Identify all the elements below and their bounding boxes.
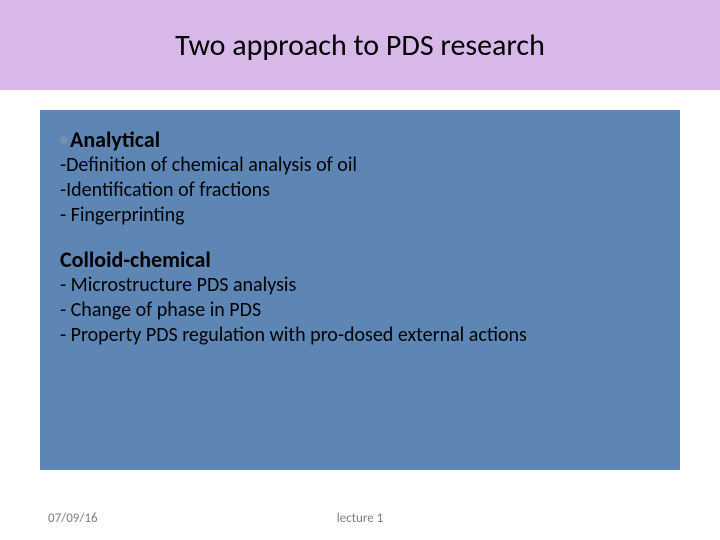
title-bar: Two approach to PDS research xyxy=(0,0,720,90)
body-line: - Microstructure PDS analysis xyxy=(60,273,660,298)
heading-text-2: Colloid-chemical xyxy=(60,246,211,273)
footer-label: lecture 1 xyxy=(337,511,384,526)
section-heading-analytical: Analytical xyxy=(60,126,660,153)
slide-title: Two approach to PDS research xyxy=(175,27,545,64)
body-line: - Property PDS regulation with pro-dosed… xyxy=(60,323,660,348)
content-box: Analytical -Definition of chemical analy… xyxy=(40,110,680,470)
section-heading-colloid: Colloid-chemical xyxy=(60,246,660,273)
body-line: - Change of phase in PDS xyxy=(60,298,660,323)
heading-text-1: Analytical xyxy=(70,126,160,153)
body-line: - Fingerprinting xyxy=(60,203,660,228)
bullet-icon xyxy=(60,136,68,144)
body-line: -Definition of chemical analysis of oil xyxy=(60,153,660,178)
body-line: -Identification of fractions xyxy=(60,178,660,203)
footer-date: 07/09/16 xyxy=(48,511,98,526)
